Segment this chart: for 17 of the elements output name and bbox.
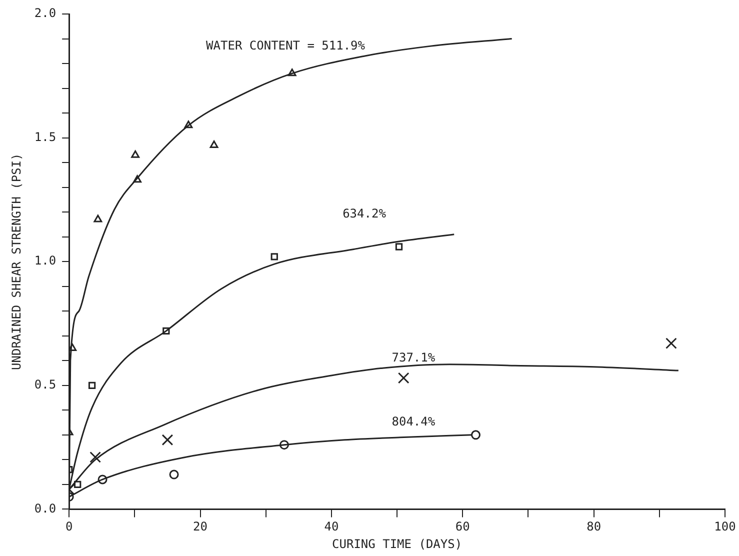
x-tick-label: 40	[324, 520, 339, 534]
x-axis-title: CURING TIME (DAYS)	[332, 536, 462, 551]
y-tick-label: 1.0	[34, 254, 56, 268]
y-tick-label: 0.0	[34, 501, 56, 516]
y-tick-label: 0.5	[34, 378, 56, 392]
x-tick-label: 100	[714, 520, 736, 534]
y-tick-label: 1.5	[34, 130, 56, 144]
y-tick-label: 2.0	[34, 6, 56, 20]
x-tick-label: 60	[455, 520, 470, 534]
x-tick-label: 0	[65, 520, 73, 534]
series-label: 737.1%	[392, 350, 436, 364]
x-tick-label: 80	[586, 520, 602, 534]
series-label: WATER CONTENT = 511.9%	[206, 38, 366, 52]
series-label: 804.4%	[392, 414, 436, 429]
series-label: 634.2%	[342, 206, 387, 221]
x-tick-label: 20	[193, 520, 208, 534]
y-axis-title: UNDRAINED SHEAR STRENGTH (PSI)	[9, 153, 24, 370]
